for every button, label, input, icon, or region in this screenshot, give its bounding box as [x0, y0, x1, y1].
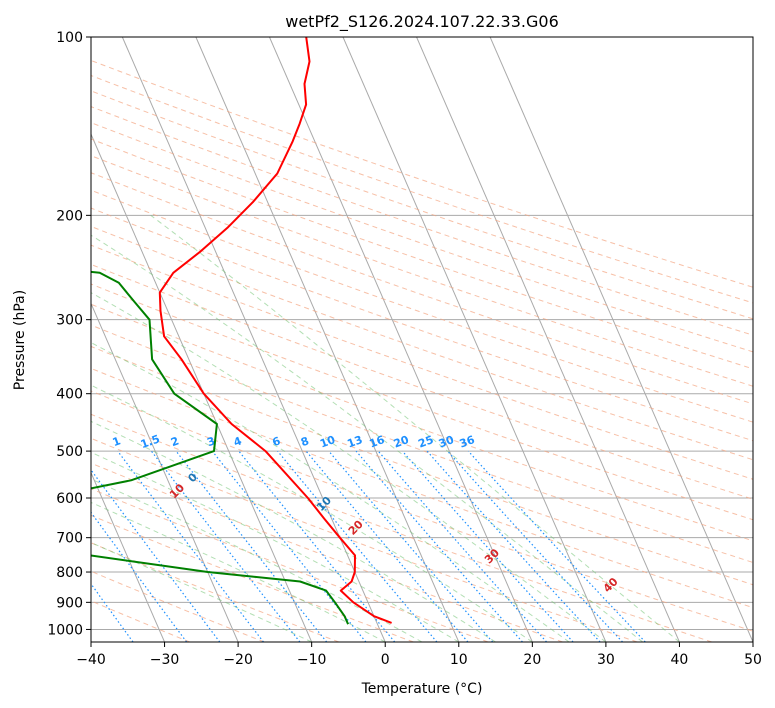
- x-tick-label: 40: [671, 652, 689, 668]
- dry-adiabat-line: [91, 324, 753, 564]
- x-tick-label: 10: [450, 652, 468, 668]
- mixing-ratio-label: 10: [318, 433, 337, 451]
- isotherm-line: [342, 37, 607, 642]
- isotherm-line: [489, 37, 753, 642]
- y-tick-label: 700: [56, 531, 83, 547]
- mixing-ratio-label: 1.5: [139, 432, 162, 451]
- mixing-ratio-label: 2: [169, 434, 181, 449]
- y-tick-label: 600: [56, 491, 83, 507]
- moist-adiabat-line: [91, 478, 423, 642]
- axis-ticks: −40 −30 −20 −10 0 10 20 30 40 5010020030040050060…: [47, 30, 762, 668]
- y-tick-label: 200: [56, 208, 83, 224]
- mixing-ratio-line: [447, 450, 624, 642]
- mixing-ratio-label: 16: [368, 433, 387, 451]
- mixing-ratio-label: 8: [299, 434, 311, 449]
- mixing-ratio-label: 1: [111, 434, 123, 449]
- dry-adiabat-line: [91, 59, 753, 288]
- dry-adiabat-label: 0: [185, 470, 200, 485]
- background-labels: -100-90-80-70-60-50-40-30-20-100100.10.2…: [0, 432, 621, 595]
- dry-adiabat-line: [91, 207, 753, 442]
- mixing-ratio-line: [238, 450, 396, 642]
- mixing-ratio-line: [91, 511, 188, 642]
- x-tick-label: −10: [297, 652, 327, 668]
- moist-adiabat-label: 30: [482, 546, 502, 566]
- dry-adiabat-line: [91, 367, 753, 609]
- dry-adiabat-line: [91, 263, 753, 500]
- y-tick-label: 100: [56, 30, 83, 46]
- profile-lines: [91, 37, 392, 625]
- mixing-ratio-line: [377, 450, 548, 642]
- x-tick-label: −40: [76, 652, 106, 668]
- moist-adiabat-line: [91, 501, 386, 642]
- chart-title: wetPf2_S126.2024.107.22.33.G06: [285, 12, 559, 32]
- dry-adiabat-line: [91, 138, 753, 370]
- dewpoint-profile-line: [91, 270, 350, 625]
- mixing-ratio-label: 6: [271, 434, 283, 449]
- x-tick-label: −30: [150, 652, 180, 668]
- x-tick-label: 50: [744, 652, 762, 668]
- mixing-ratio-line: [426, 450, 601, 642]
- mixing-ratio-line: [467, 450, 646, 642]
- dry-adiabat-line: [91, 462, 563, 642]
- moist-adiabat-line: [91, 420, 496, 642]
- dry-adiabat-line: [91, 189, 753, 423]
- x-tick-label: 30: [597, 652, 615, 668]
- isotherm-line: [416, 37, 680, 642]
- isotherm-line: [91, 471, 166, 642]
- mixing-ratio-line: [91, 582, 134, 642]
- isotherm-line: [195, 37, 460, 642]
- mixing-ratio-line: [175, 450, 328, 642]
- isotherm-line: [91, 302, 239, 642]
- x-tick-label: 20: [523, 652, 541, 668]
- mixing-ratio-label: 0.2: [0, 432, 7, 451]
- x-tick-label: −20: [223, 652, 253, 668]
- mixing-ratio-line: [211, 450, 367, 642]
- dry-adiabat-line: [91, 437, 638, 642]
- moist-adiabat-label: 40: [601, 575, 621, 595]
- x-tick-label: 0: [381, 652, 390, 668]
- mixing-ratio-line: [91, 468, 221, 642]
- mixing-ratio-line: [401, 450, 574, 642]
- moist-adiabat-line: [91, 451, 460, 642]
- isotherm-line: [268, 37, 533, 642]
- mixing-ratio-line: [355, 450, 523, 642]
- background-lines: [91, 37, 753, 642]
- mixing-ratio-label: 13: [345, 433, 364, 450]
- mixing-ratio-label: 20: [392, 433, 411, 451]
- y-tick-label: 400: [56, 387, 83, 403]
- moist-adiabat-line: [91, 384, 533, 642]
- dry-adiabat-line: [91, 570, 265, 642]
- dry-adiabat-line: [91, 345, 753, 586]
- mixing-ratio-line: [277, 450, 438, 642]
- moist-adiabat-line: [91, 342, 570, 642]
- mixing-ratio-label: 36: [458, 433, 477, 451]
- mixing-ratio-label: 0.4: [34, 432, 57, 451]
- moist-adiabat-line: [91, 234, 644, 642]
- mixing-ratio-label: 25: [416, 433, 435, 450]
- temperature-profile-line: [158, 37, 392, 624]
- dry-adiabat-line: [91, 106, 753, 336]
- y-tick-label: 900: [56, 595, 83, 611]
- mixing-ratio-label: 4: [232, 434, 244, 449]
- y-tick-label: 1000: [47, 622, 83, 638]
- y-axis-label: Pressure (hPa): [12, 290, 28, 390]
- plot-frame: [90, 36, 754, 643]
- y-tick-label: 300: [56, 313, 83, 329]
- isotherm-line: [121, 37, 386, 642]
- mixing-ratio-label: 30: [437, 433, 456, 451]
- mixing-ratio-label: 3: [205, 434, 217, 449]
- dry-adiabat-line: [91, 244, 753, 480]
- dry-adiabat-line: [91, 413, 712, 642]
- y-tick-label: 500: [56, 444, 83, 460]
- moist-adiabat-line: [150, 214, 680, 642]
- dry-adiabat-line: [91, 488, 489, 642]
- x-axis-label: Temperature (°C): [361, 681, 483, 697]
- dry-adiabat-line: [91, 155, 753, 387]
- y-tick-label: 800: [56, 565, 83, 581]
